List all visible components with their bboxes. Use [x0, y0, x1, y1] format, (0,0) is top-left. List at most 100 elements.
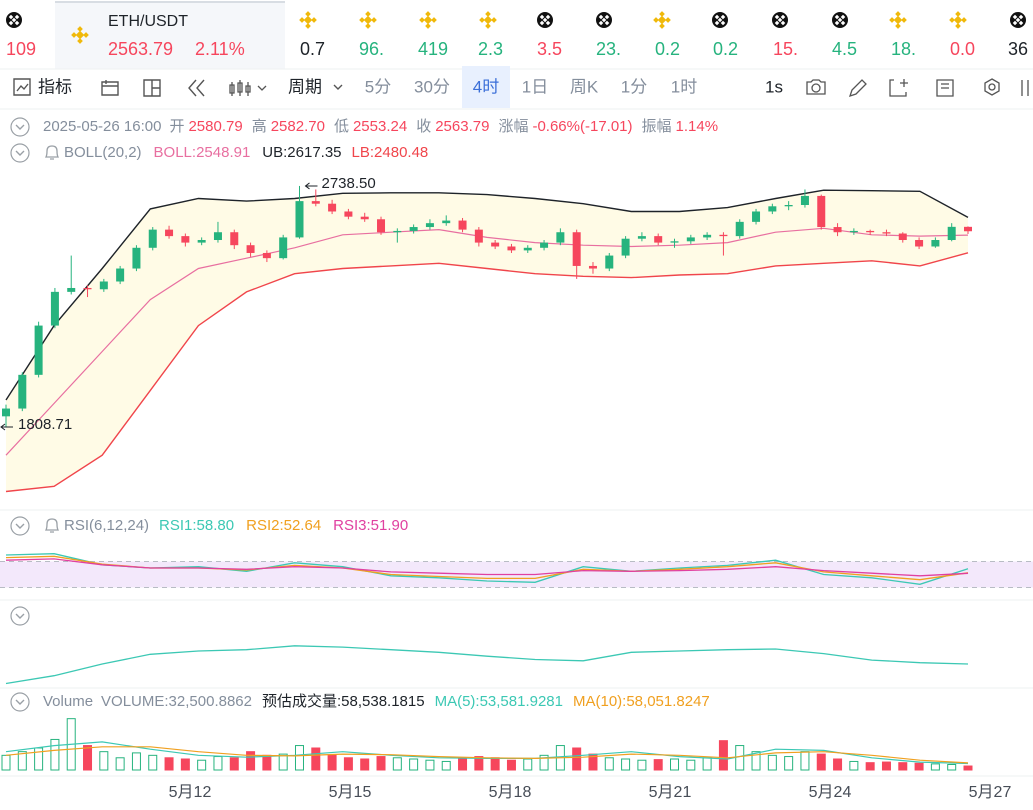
volume-bar — [229, 757, 239, 771]
camera-icon[interactable] — [806, 79, 826, 95]
candle-body — [588, 265, 597, 269]
volume-label: 预估成交量:58,538.1815 — [262, 692, 425, 710]
collapse-icon[interactable] — [10, 143, 30, 163]
candle-body — [50, 291, 59, 326]
draw-icon[interactable] — [848, 79, 867, 98]
period-button: 周期 — [288, 77, 322, 96]
coin-icon-part — [955, 23, 961, 29]
coin-icon-part — [359, 17, 365, 23]
ticker-value: 0.0 — [950, 39, 975, 59]
volume-bar — [441, 760, 451, 771]
coin-icon-part — [299, 17, 305, 23]
candle-body — [540, 242, 549, 248]
collapse-icon-arrow — [15, 150, 25, 156]
indicator-button: 指标 — [38, 77, 72, 96]
coin-icon-part — [659, 11, 665, 17]
volume-bar — [360, 758, 370, 771]
candle-body — [67, 287, 76, 292]
boll-mid-label: BOLL:2548.91 — [154, 144, 251, 161]
coin-icon-part — [961, 17, 967, 23]
coin-icon-part — [485, 23, 491, 29]
volume-bar — [164, 757, 174, 771]
pair-price: 2563.79 — [108, 39, 173, 59]
candle-body — [458, 220, 467, 230]
candle-body — [360, 216, 369, 220]
tool-icon[interactable] — [188, 79, 205, 97]
ticker-value: 18. — [891, 39, 916, 59]
coin-icon-part — [659, 23, 665, 29]
volume-bar — [849, 760, 859, 771]
collapse-icon[interactable] — [10, 692, 30, 712]
volume-bar — [474, 756, 484, 771]
coin-icon-part — [371, 17, 377, 23]
rsi-line — [5, 558, 969, 577]
template-icon[interactable] — [936, 79, 954, 97]
collapse-icon[interactable] — [10, 606, 30, 626]
volume-bar — [816, 753, 826, 771]
candle-body — [621, 238, 630, 256]
period-chevron — [333, 84, 343, 90]
candle-body — [491, 242, 500, 247]
interval-button[interactable]: 周K — [570, 77, 599, 96]
expand-icon[interactable] — [1021, 80, 1029, 96]
candle-body — [605, 255, 614, 269]
coin-icon — [303, 15, 313, 25]
field-label: 收 — [416, 118, 431, 135]
candle-body — [784, 205, 793, 207]
volume-bar — [751, 751, 761, 771]
volume-bar — [278, 753, 288, 771]
volume-ma5 — [5, 741, 969, 765]
volume-bar — [539, 754, 549, 771]
candle-body — [572, 232, 581, 266]
candle-body — [833, 227, 842, 233]
volume-bar — [865, 762, 875, 771]
chart-type-icon[interactable] — [229, 80, 267, 96]
collapse-icon[interactable] — [10, 516, 30, 536]
ticker-value: 0.2 — [713, 39, 738, 59]
volume-bar — [670, 758, 680, 771]
volume-bar — [180, 758, 190, 771]
coin-icon-part — [365, 23, 371, 29]
candle-body — [947, 226, 956, 241]
alert-icon[interactable] — [44, 518, 60, 533]
coin-icon-part — [8, 20, 14, 26]
ticker-value: 3.5 — [537, 39, 562, 59]
volume-bar — [409, 758, 419, 771]
interval-button[interactable]: 5分 — [365, 77, 391, 96]
volume-bar — [213, 756, 223, 771]
candle-body — [442, 220, 451, 224]
candle-body — [132, 247, 141, 269]
interval-button[interactable]: 1分 — [621, 77, 647, 96]
boll-band-fill — [6, 190, 968, 492]
candle-body — [670, 241, 679, 243]
tool-icon[interactable] — [143, 79, 161, 97]
candle-body — [523, 247, 532, 251]
candle-body — [474, 229, 483, 243]
pair-change: 2.11% — [195, 39, 245, 59]
candle-body — [849, 230, 858, 233]
alert-icon[interactable] — [44, 145, 60, 160]
interval-button[interactable]: 30分 — [414, 77, 450, 96]
volume-bar — [653, 759, 663, 771]
interval-button[interactable]: 4时 — [473, 77, 499, 96]
coin-icon — [75, 30, 85, 40]
collapse-icon-arrow — [15, 523, 25, 529]
interval-button[interactable]: 1日 — [522, 77, 548, 96]
active-tab[interactable] — [55, 1, 285, 69]
x-axis-label: 5月18 — [489, 784, 532, 801]
candle-body — [703, 234, 712, 238]
volume-bar — [604, 757, 614, 771]
tool-icon[interactable] — [101, 80, 119, 96]
x-axis-label: 5月24 — [809, 784, 852, 801]
settings-icon[interactable] — [984, 78, 1000, 96]
candle-body — [377, 219, 386, 233]
volume-bar — [784, 756, 794, 771]
ticker-value: 36 — [1008, 39, 1028, 59]
add-icon[interactable] — [889, 79, 908, 97]
volume-bar — [735, 745, 745, 771]
collapse-icon[interactable] — [10, 117, 30, 137]
interval-button[interactable]: 1时 — [671, 77, 697, 96]
field-label: 高 — [252, 118, 267, 135]
volume-bar — [343, 757, 353, 771]
